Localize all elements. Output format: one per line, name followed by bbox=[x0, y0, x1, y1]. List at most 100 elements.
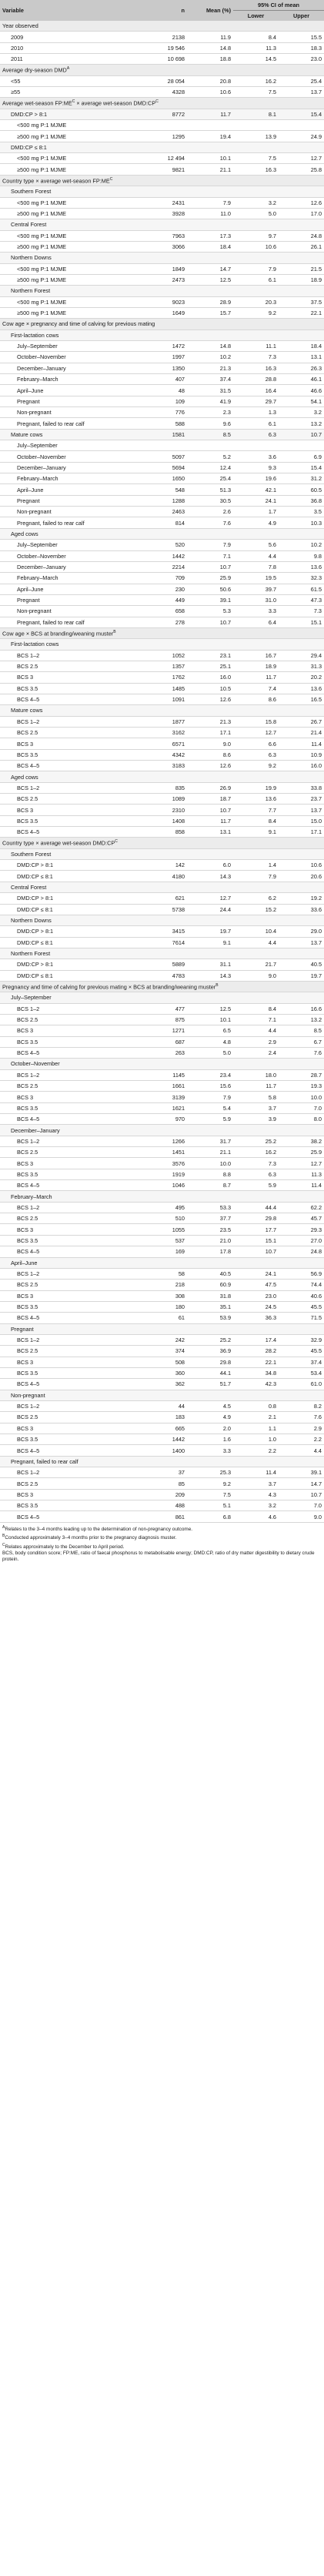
footnote-text: Conducted approximately 3–4 months prior… bbox=[5, 1535, 177, 1541]
section-row: Country type × average wet-season FP:MEC bbox=[0, 175, 324, 187]
variable-label: Pregnant, failed to rear calf bbox=[17, 420, 85, 427]
upper-cell: 24.9 bbox=[279, 130, 324, 142]
variable-cell: BCS 4–5 bbox=[0, 1113, 140, 1126]
upper-cell: 23.7 bbox=[279, 793, 324, 805]
n-cell: 2431 bbox=[140, 197, 187, 209]
n-cell bbox=[140, 1323, 187, 1335]
upper-cell: 61.0 bbox=[279, 1378, 324, 1390]
upper-cell: 18.3 bbox=[279, 42, 324, 55]
variable-cell: BCS 2.5 bbox=[0, 1080, 140, 1092]
lower-cell: 19.9 bbox=[233, 782, 279, 795]
lower-cell: 7.8 bbox=[233, 561, 279, 574]
table-row: BCS 2.5 374 36.9 28.2 45.5 bbox=[0, 1345, 324, 1357]
table-row: Non-pregnant 776 2.3 1.3 3.2 bbox=[0, 406, 324, 419]
table-row: BCS 3 508 29.8 22.1 37.4 bbox=[0, 1357, 324, 1368]
table-row: BCS 2.5 1661 15.6 11.7 19.3 bbox=[0, 1080, 324, 1092]
table-row: BCS 1–2 1877 21.3 15.8 26.7 bbox=[0, 716, 324, 728]
upper-cell: 14.7 bbox=[279, 1477, 324, 1490]
upper-cell: 46.6 bbox=[279, 384, 324, 396]
lower-cell: 16.3 bbox=[233, 163, 279, 176]
table-row: February–March 407 37.4 28.8 46.1 bbox=[0, 373, 324, 386]
variable-label: <500 mg P:1 MJME bbox=[17, 199, 67, 206]
table-row: BCS 4–5 61 53.9 36.3 71.5 bbox=[0, 1312, 324, 1324]
mean-cell: 10.7 bbox=[187, 617, 233, 628]
variable-label: October–November bbox=[11, 1060, 60, 1068]
upper-cell bbox=[279, 252, 324, 264]
variable-label: October–November bbox=[17, 353, 66, 361]
variable-label: December–January bbox=[17, 364, 66, 372]
lower-cell: 42.1 bbox=[233, 483, 279, 496]
table-row: DMD:CP > 8:1 5889 31.1 21.7 40.5 bbox=[0, 958, 324, 971]
variable-label: BCS 1–2 bbox=[17, 1137, 40, 1145]
mean-cell: 8.8 bbox=[187, 1169, 233, 1181]
lower-cell bbox=[233, 1323, 279, 1335]
variable-cell: BCS 3.5 bbox=[0, 815, 140, 828]
variable-label: ≥500 mg P:1 MJME bbox=[17, 276, 67, 284]
mean-cell: 6.0 bbox=[187, 859, 233, 871]
table-row: July–September 1472 14.8 11.1 18.4 bbox=[0, 340, 324, 353]
variable-label: Cow age × pregnancy and time of calving … bbox=[2, 320, 155, 328]
lower-cell: 7.9 bbox=[233, 263, 279, 275]
variable-label: BCS 4–5 bbox=[17, 762, 40, 770]
n-cell: 1472 bbox=[140, 340, 187, 353]
variable-label: BCS 2.5 bbox=[17, 1215, 38, 1223]
variable-label: DMD:CP ≤ 8:1 bbox=[17, 938, 53, 946]
mean-cell: 5.3 bbox=[187, 605, 233, 617]
mean-cell: 20.8 bbox=[187, 75, 233, 88]
n-cell: 362 bbox=[140, 1378, 187, 1390]
table-row: BCS 1–2 835 26.9 19.9 33.8 bbox=[0, 782, 324, 795]
lower-cell: 8.4 bbox=[233, 31, 279, 43]
lower-cell: 7.3 bbox=[233, 1157, 279, 1169]
variable-cell: April–June bbox=[0, 1257, 140, 1269]
lower-cell: 29.8 bbox=[233, 1213, 279, 1225]
variable-label: DMD:CP ≤ 8:1 bbox=[11, 143, 47, 151]
lower-cell bbox=[233, 1456, 279, 1468]
footnote-marker: C bbox=[115, 839, 118, 845]
variable-cell: Southern Forest bbox=[0, 848, 140, 861]
variable-label: Central Forest bbox=[11, 883, 47, 891]
lower-cell: 6.3 bbox=[233, 749, 279, 761]
mean-cell: 25.4 bbox=[187, 473, 233, 485]
mean-cell bbox=[187, 948, 233, 960]
table-row: BCS 4–5 263 5.0 2.4 7.6 bbox=[0, 1047, 324, 1059]
n-cell bbox=[140, 330, 187, 341]
table-row: DMD:CP ≤ 8:1 4180 14.3 7.9 20.6 bbox=[0, 870, 324, 882]
footnote-marker: C bbox=[109, 176, 113, 182]
variable-cell: 2010 bbox=[0, 42, 140, 55]
variable-cell: BCS 4–5 bbox=[0, 1444, 140, 1457]
variable-label: ≥500 mg P:1 MJME bbox=[17, 132, 67, 140]
variable-cell: Country type × average wet-season FP:MEC bbox=[0, 175, 324, 187]
variable-label: DMD:CP ≤ 8:1 bbox=[17, 872, 53, 880]
variable-label: BCS 3.5 bbox=[17, 1303, 38, 1311]
lower-cell bbox=[233, 704, 279, 717]
variable-cell: Aged cows bbox=[0, 528, 140, 540]
footnote: ARelates to the 3–4 months leading up to… bbox=[2, 1524, 322, 1533]
variable-cell: BCS 3.5 bbox=[0, 749, 140, 761]
mean-cell: 19.7 bbox=[187, 925, 233, 938]
lower-cell bbox=[233, 219, 279, 231]
mean-cell: 4.9 bbox=[187, 1411, 233, 1423]
mean-cell: 50.6 bbox=[187, 584, 233, 595]
upper-cell bbox=[279, 330, 324, 341]
variable-label: Pregnant bbox=[17, 597, 40, 604]
variable-label: Pregnant bbox=[17, 497, 40, 504]
lower-cell: 3.2 bbox=[233, 1500, 279, 1512]
lower-cell bbox=[233, 1190, 279, 1203]
lower-cell: 4.9 bbox=[233, 517, 279, 529]
upper-cell: 12.6 bbox=[279, 197, 324, 209]
variable-cell: December–January bbox=[0, 363, 140, 375]
variable-label: 2011 bbox=[11, 55, 23, 63]
upper-cell: 71.5 bbox=[279, 1312, 324, 1324]
mean-cell: 40.5 bbox=[187, 1268, 233, 1280]
table-row: October–November 1997 10.2 7.3 13.1 bbox=[0, 351, 324, 363]
variable-cell: December–January bbox=[0, 561, 140, 574]
mean-cell: 17.3 bbox=[187, 230, 233, 242]
subgroup-row: Pregnant, failed to rear calf bbox=[0, 1456, 324, 1468]
variable-label: BCS 4–5 bbox=[17, 1182, 40, 1189]
mean-cell bbox=[187, 440, 233, 452]
n-cell: 6571 bbox=[140, 738, 187, 750]
variable-cell: BCS 1–2 bbox=[0, 1467, 140, 1479]
variable-label: Non-pregnant bbox=[11, 1391, 45, 1399]
lower-cell: 24.5 bbox=[233, 1301, 279, 1313]
upper-cell bbox=[279, 1124, 324, 1136]
